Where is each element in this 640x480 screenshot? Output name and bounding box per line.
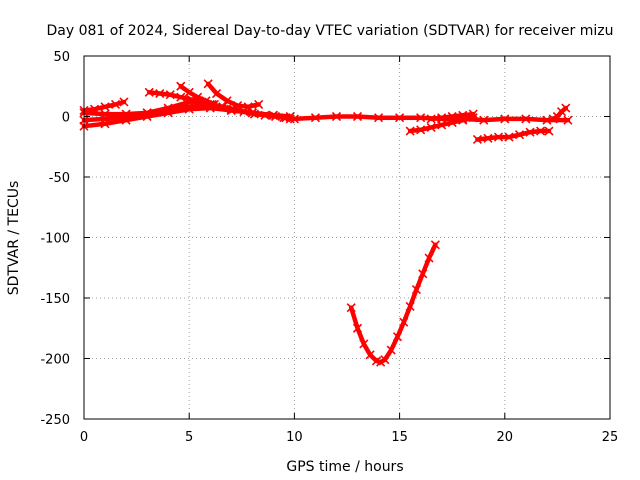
data-point [211, 88, 222, 99]
data-point [352, 111, 363, 122]
data-point [521, 114, 531, 124]
data-point [281, 113, 291, 123]
axes: 0 5 10 15 20 25 50 0 -50 -100 -150 -200 -250 [40, 50, 618, 445]
data-point [514, 130, 525, 140]
series-line [146, 90, 289, 120]
y-tick-label: -100 [40, 232, 70, 247]
y-tick-label: 50 [53, 50, 70, 65]
y-tick-label: -200 [40, 353, 70, 368]
data-point [437, 120, 447, 130]
series-arc-f [176, 81, 220, 109]
data-point [416, 125, 426, 135]
data-point [483, 133, 493, 143]
y-tick-label: -250 [40, 413, 70, 428]
data-point [504, 132, 514, 142]
data-point [399, 317, 409, 327]
data-point [249, 109, 259, 119]
chart-title: Day 081 of 2024, Sidereal Day-to-day VTE… [47, 23, 614, 39]
y-axis-title: SDTVAR / TECUs [6, 181, 22, 296]
data-series [79, 79, 573, 367]
data-point [121, 111, 131, 122]
data-point [386, 345, 396, 355]
data-point [561, 103, 571, 113]
data-point [209, 99, 220, 109]
data-point [201, 96, 211, 106]
data-point [544, 126, 554, 136]
x-tick-label: 0 [80, 430, 88, 445]
x-tick-label: 10 [286, 430, 303, 445]
y-tick-label: -150 [40, 292, 70, 307]
data-point [416, 113, 426, 123]
data-point [193, 92, 203, 102]
data-point [270, 111, 281, 122]
data-point [426, 114, 436, 124]
data-point [430, 240, 440, 250]
data-point [525, 127, 535, 137]
data-point [100, 114, 110, 124]
data-point [380, 355, 390, 365]
data-point [352, 323, 363, 333]
data-point [536, 126, 546, 136]
data-point [479, 115, 489, 125]
data-point [376, 357, 386, 367]
series-arc-l [548, 103, 571, 124]
data-point [142, 108, 152, 118]
x-tick-label: 15 [391, 430, 408, 445]
data-point [346, 303, 356, 313]
data-point [458, 110, 468, 120]
data-point [418, 269, 428, 279]
data-point [331, 111, 342, 122]
data-point [563, 115, 573, 125]
data-point [373, 113, 384, 123]
series-arc-g [203, 79, 264, 112]
data-point [176, 81, 186, 91]
data-point [548, 114, 558, 124]
y-tick-label: -50 [49, 171, 70, 186]
data-point [110, 99, 121, 109]
y-tick-label: 0 [62, 111, 70, 126]
data-point [426, 122, 436, 132]
data-point [468, 109, 478, 119]
data-point [119, 97, 129, 107]
data-point [233, 101, 243, 111]
data-point [395, 113, 405, 123]
data-point [100, 102, 110, 112]
series-arc-j [426, 109, 478, 124]
data-point [472, 134, 483, 145]
data-point [500, 114, 510, 124]
data-point [243, 102, 253, 112]
data-point [165, 90, 175, 100]
series-line [475, 128, 552, 142]
data-point [176, 92, 186, 102]
data-point [144, 87, 154, 97]
data-point [218, 102, 228, 112]
data-point [447, 111, 457, 122]
x-tick-label: 20 [497, 430, 514, 445]
data-point [405, 301, 415, 312]
data-point [411, 284, 421, 295]
x-tick-label: 25 [602, 430, 619, 445]
data-point [254, 99, 264, 109]
x-axis-title: GPS time / hours [286, 459, 403, 475]
data-point [163, 103, 173, 113]
data-point [184, 87, 194, 97]
data-point [289, 114, 299, 124]
series-arc-m [346, 240, 440, 367]
x-tick-label: 5 [185, 430, 193, 445]
series-arc-k [472, 126, 554, 145]
data-point [310, 113, 321, 123]
data-point [493, 132, 504, 142]
data-point [222, 96, 232, 106]
data-point [155, 88, 165, 99]
data-point [437, 113, 447, 123]
data-point [405, 126, 415, 136]
data-point [359, 339, 369, 349]
data-point [392, 332, 403, 342]
data-point [424, 253, 434, 263]
data-point [203, 79, 213, 89]
data-point [260, 110, 270, 120]
